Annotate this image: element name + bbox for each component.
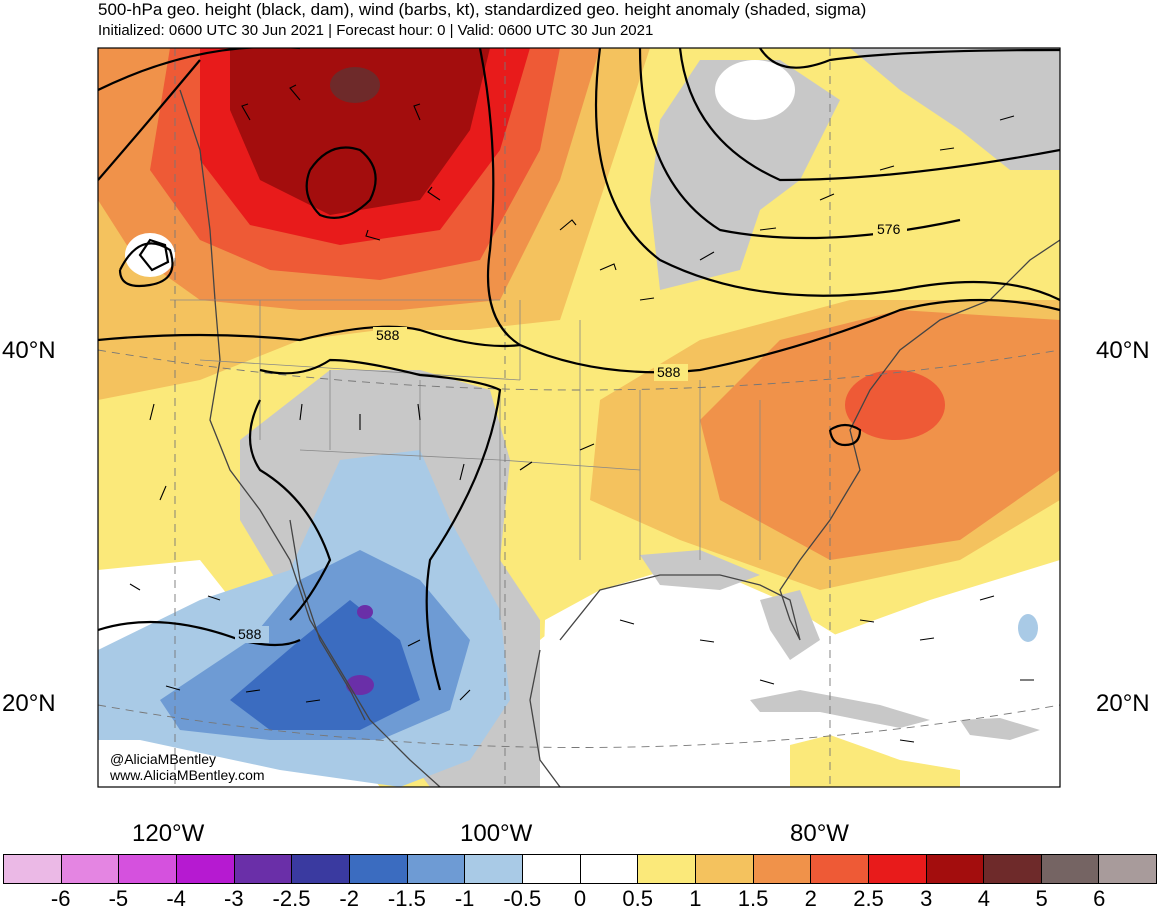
colorbar-swatch xyxy=(4,855,62,883)
contour-label-576: 576 xyxy=(877,221,901,237)
contour-label-588-east: 588 xyxy=(657,364,681,380)
colorbar-swatch xyxy=(119,855,177,883)
colorbar-tick-label: -4 xyxy=(166,886,186,911)
colorbar-swatch xyxy=(868,855,927,883)
colorbar-tick-label: -3 xyxy=(224,886,244,911)
colorbar-swatch xyxy=(176,855,235,883)
colorbar-swatch xyxy=(465,855,523,883)
colorbar-tick-label: 3 xyxy=(920,886,933,911)
lon-label-120w: 120°W xyxy=(132,820,205,847)
anomaly-darkred xyxy=(230,48,490,215)
lat-label-20n-left: 20°N xyxy=(2,690,56,717)
map-frame xyxy=(97,47,1061,788)
credit-handle: @AliciaMBentley xyxy=(110,751,217,767)
colorbar-swatch xyxy=(1099,855,1157,883)
colorbar-tick-label: -2 xyxy=(339,886,359,911)
wind-barbs xyxy=(129,84,1034,743)
lat-label-20n-right: 20°N xyxy=(1096,690,1150,717)
lon-label-100w: 100°W xyxy=(460,820,533,847)
anomaly-gray-ne xyxy=(650,60,840,290)
lat-label-40n-left: 40°N xyxy=(2,337,56,364)
colorbar-tick-label: 4 xyxy=(977,886,991,911)
colorbar-tick-label: 1 xyxy=(689,886,702,911)
coastlines xyxy=(179,89,1060,787)
colorbar-swatch xyxy=(1041,855,1100,883)
contour-label-588-north: 588 xyxy=(376,327,400,343)
colorbar-tick-label: -1.5 xyxy=(387,886,426,911)
colorbar-tick-label: -5 xyxy=(108,886,129,911)
chart-title: 500-hPa geo. height (black, dam), wind (… xyxy=(98,0,867,19)
colorbar-swatch xyxy=(522,855,581,883)
colorbar-swatch xyxy=(580,855,639,883)
colorbar-tick-label: 1.5 xyxy=(737,886,769,911)
colorbar xyxy=(3,854,1157,884)
colorbar-tick-label: -0.5 xyxy=(503,886,542,911)
credit-website: www.AliciaMBentley.com xyxy=(110,767,265,783)
lat-label-40n-right: 40°N xyxy=(1096,337,1150,364)
lon-label-80w: 80°W xyxy=(790,820,849,847)
colorbar-tick-label: 0 xyxy=(573,886,587,911)
state-borders xyxy=(170,299,761,620)
colorbar-tick-label: -1 xyxy=(454,886,475,911)
colorbar-tick-label: 5 xyxy=(1035,886,1048,911)
colorbar-swatch xyxy=(753,855,812,883)
colorbar-tick-label: 0.5 xyxy=(622,886,653,911)
colorbar-tick-label: 6 xyxy=(1093,886,1106,911)
colorbar-swatch xyxy=(638,855,696,883)
graticule xyxy=(98,48,1060,787)
colorbar-swatch xyxy=(234,855,293,883)
colorbar-swatch xyxy=(61,855,120,883)
colorbar-swatch xyxy=(292,855,350,883)
colorbar-tick-label: 2.5 xyxy=(853,886,884,911)
colorbar-tick-label: -2.5 xyxy=(272,886,311,911)
colorbar-swatch xyxy=(349,855,408,883)
colorbar-swatch xyxy=(984,855,1042,883)
colorbar-swatch xyxy=(407,855,466,883)
colorbar-swatch xyxy=(811,855,869,883)
colorbar-swatch xyxy=(695,855,754,883)
colorbar-tick-label: -6 xyxy=(50,886,71,911)
colorbar-tick-label: 2 xyxy=(804,886,817,911)
contour-label-588-south: 588 xyxy=(238,626,262,642)
colorbar-swatch xyxy=(926,855,985,883)
height-contours xyxy=(98,48,1060,691)
chart-subtitle: Initialized: 0600 UTC 30 Jun 2021 | Fore… xyxy=(98,22,654,39)
contour-labels xyxy=(235,221,907,643)
